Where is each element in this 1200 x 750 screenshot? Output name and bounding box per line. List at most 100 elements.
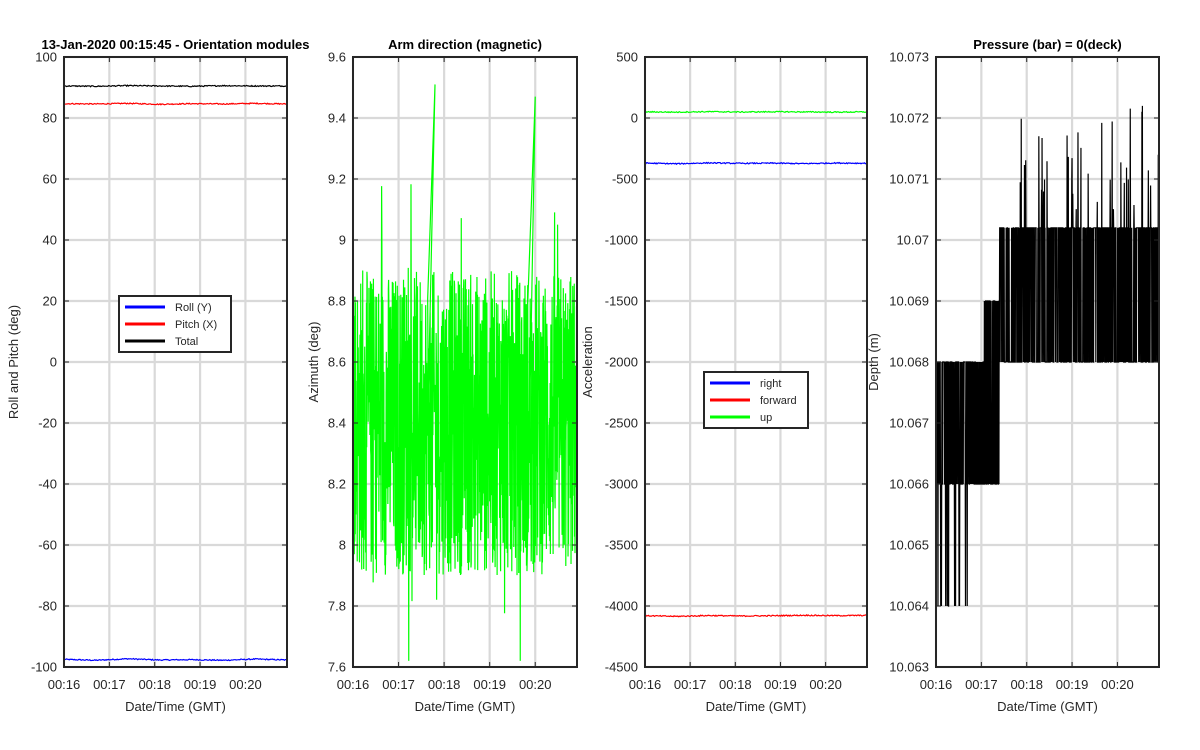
series-group: [63, 84, 288, 662]
x-tick-label: 00:18: [1010, 677, 1043, 692]
y-tick-label: -1000: [605, 233, 638, 248]
y-tick-label: 8.2: [328, 477, 346, 492]
series-line-azimuth: [352, 84, 578, 661]
x-tick-label: 00:19: [473, 677, 506, 692]
chart-panel-2: 00:16 00:17 00:18 00:19 00:20 7.6 7.8 8 8.2 8.4 8.…: [306, 37, 578, 714]
y-tick-label: -4500: [605, 660, 638, 675]
chart-panel-1: 00:16 00:17 00:18 00:19 00:20 -100 -80 -60 -40 -2…: [6, 37, 310, 714]
legend: Roll (Y) Pitch (X) Total: [118, 295, 232, 353]
y-tick-label: -40: [38, 477, 57, 492]
x-tick-label: 00:16: [920, 677, 953, 692]
y-tick-label: 20: [43, 294, 57, 309]
series-line-pitch-x: [63, 102, 288, 106]
grid-lines: [62, 55, 287, 669]
y-tick-label: -3000: [605, 477, 638, 492]
series-group: [935, 105, 1160, 607]
chart-title: 13-Jan-2020 00:15:45 - Orientation modul…: [41, 37, 309, 52]
x-tick-label: 00:20: [229, 677, 262, 692]
grid-lines: [643, 55, 867, 669]
x-tick-label: 00:17: [93, 677, 126, 692]
legend-entry: Roll (Y): [175, 302, 212, 314]
x-tick-label: 00:19: [184, 677, 217, 692]
y-tick-label: 8: [339, 538, 346, 553]
y-tick-label: 10.064: [889, 599, 929, 614]
x-axis-label: Date/Time (GMT): [415, 699, 516, 714]
y-tick-label: -20: [38, 416, 57, 431]
legend: right forward up: [703, 371, 809, 429]
x-tick-label: 00:19: [1056, 677, 1089, 692]
x-tick-label: 00:17: [382, 677, 415, 692]
y-tick-label: 9.4: [328, 111, 346, 126]
y-tick-label: 10.069: [889, 294, 929, 309]
y-tick-label: 9: [339, 233, 346, 248]
x-tick-label: 00:20: [519, 677, 552, 692]
y-tick-label: 0: [50, 355, 57, 370]
x-tick-label: 00:16: [48, 677, 81, 692]
x-tick-label: 00:18: [138, 677, 171, 692]
y-tick-label: 0: [631, 111, 638, 126]
y-tick-label: 9.2: [328, 172, 346, 187]
series-group: [352, 84, 578, 661]
y-tick-label: -4000: [605, 599, 638, 614]
y-tick-label: 500: [616, 50, 638, 65]
y-tick-label: 8.6: [328, 355, 346, 370]
y-tick-label: -500: [612, 172, 638, 187]
y-tick-label: 10.07: [896, 233, 929, 248]
y-tick-label: -2000: [605, 355, 638, 370]
y-tick-label: 10.073: [889, 50, 929, 65]
series-line-depth: [935, 105, 1160, 607]
x-tick-label: 00:17: [965, 677, 998, 692]
y-tick-label: 10.065: [889, 538, 929, 553]
y-tick-label: -2500: [605, 416, 638, 431]
y-tick-label: 8.8: [328, 294, 346, 309]
x-axis-label: Date/Time (GMT): [706, 699, 807, 714]
series-line-right: [644, 161, 868, 166]
y-tick-label: 80: [43, 111, 57, 126]
x-tick-label: 00:16: [629, 677, 662, 692]
y-tick-label: -3500: [605, 538, 638, 553]
series-line-total: [63, 84, 288, 88]
y-tick-label: -1500: [605, 294, 638, 309]
y-tick-label: -60: [38, 538, 57, 553]
y-axis-label: Roll and Pitch (deg): [6, 305, 21, 419]
x-tick-label: 00:20: [1101, 677, 1134, 692]
chart-title: Arm direction (magnetic): [388, 37, 542, 52]
y-tick-label: 60: [43, 172, 57, 187]
x-tick-label: 00:19: [764, 677, 797, 692]
y-tick-label: 10.071: [889, 172, 929, 187]
x-tick-label: 00:17: [674, 677, 707, 692]
y-tick-label: 8.4: [328, 416, 346, 431]
x-tick-label: 00:18: [719, 677, 752, 692]
y-tick-label: 7.6: [328, 660, 346, 675]
legend-entry: Pitch (X): [175, 319, 217, 331]
y-tick-label: 10.068: [889, 355, 929, 370]
y-axis-label: Acceleration: [580, 326, 595, 398]
y-tick-label: 10.066: [889, 477, 929, 492]
x-tick-label: 00:20: [809, 677, 842, 692]
y-tick-label: 9.6: [328, 50, 346, 65]
y-tick-label: 7.8: [328, 599, 346, 614]
y-tick-label: 100: [35, 50, 57, 65]
legend-entry: Total: [175, 336, 198, 348]
y-tick-label: -100: [31, 660, 57, 675]
series-line-roll-y: [63, 657, 288, 662]
chart-panel-4: 00:16 00:17 00:18 00:19 00:20 10.063 10.064 10.…: [866, 37, 1160, 714]
legend-entry: right: [760, 378, 781, 390]
y-tick-label: 10.067: [889, 416, 929, 431]
y-tick-label: -80: [38, 599, 57, 614]
y-tick-label: 10.063: [889, 660, 929, 675]
chart-panel-3: 00:16 00:17 00:18 00:19 00:20 -4500 -4000 -3500…: [580, 50, 868, 714]
y-axis-label: Azimuth (deg): [306, 322, 321, 403]
x-tick-label: 00:16: [337, 677, 370, 692]
legend-entry: forward: [760, 395, 797, 407]
chart-title: Pressure (bar) = 0(deck): [973, 37, 1121, 52]
legend-entry: up: [760, 412, 772, 424]
x-axis-label: Date/Time (GMT): [997, 699, 1098, 714]
y-tick-label: 40: [43, 233, 57, 248]
series-group: [644, 110, 868, 618]
y-tick-label: 10.072: [889, 111, 929, 126]
x-axis-label: Date/Time (GMT): [125, 699, 226, 714]
y-axis-label: Depth (m): [866, 333, 881, 391]
x-tick-label: 00:18: [428, 677, 461, 692]
